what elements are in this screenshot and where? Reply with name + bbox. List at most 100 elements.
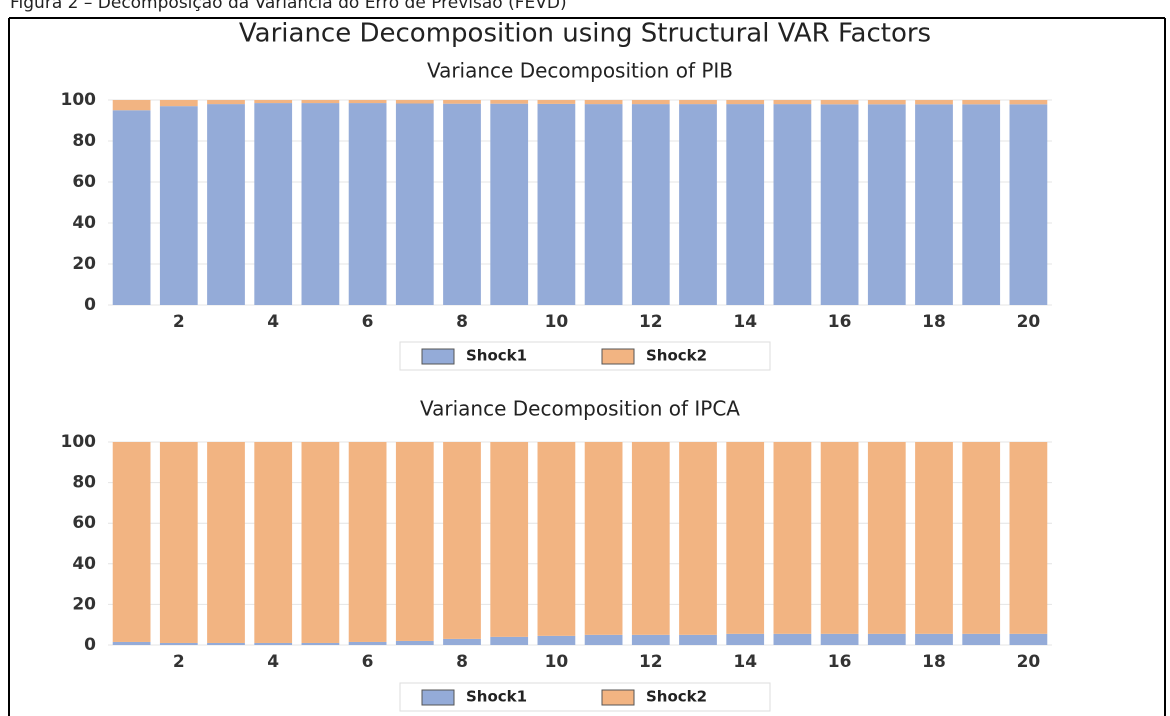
bar-segment <box>584 100 623 105</box>
x-tick-label: 8 <box>456 312 468 332</box>
bar-segment <box>867 633 906 645</box>
x-tick-label: 18 <box>922 312 946 332</box>
bar-segment <box>726 100 765 105</box>
bar-segment <box>537 103 576 306</box>
bar-segment <box>443 638 481 645</box>
y-tick-label: 80 <box>72 473 96 493</box>
bar-segment <box>112 110 151 305</box>
main-title: Variance Decomposition using Structural … <box>239 19 931 49</box>
bar-segment <box>301 442 340 643</box>
bar-segment <box>679 442 717 635</box>
bar-segment <box>254 103 293 305</box>
bar-segment <box>207 100 245 105</box>
bar-segment <box>348 442 387 642</box>
x-tick-label: 2 <box>173 652 185 672</box>
bar-segment <box>1009 633 1048 645</box>
x-tick-label: 20 <box>1017 312 1041 332</box>
y-tick-label: 0 <box>84 295 96 315</box>
bar-segment <box>631 100 670 105</box>
y-tick-label: 60 <box>72 172 96 192</box>
bar-segment <box>584 442 623 635</box>
x-tick-label: 14 <box>733 312 757 332</box>
bar-segment <box>301 103 340 305</box>
bar-segment <box>112 641 151 645</box>
bar-segment <box>915 100 953 105</box>
legend-swatch <box>601 689 635 706</box>
legend-box <box>399 341 771 371</box>
bar-segment <box>915 104 953 306</box>
bar-segment <box>679 104 717 305</box>
x-tick-label: 20 <box>1017 652 1041 672</box>
y-tick-label: 0 <box>84 635 96 655</box>
bar-segment <box>537 635 576 645</box>
chart-title: Variance Decomposition of PIB <box>427 59 733 83</box>
bar-segment <box>490 103 529 305</box>
x-tick-label: 16 <box>828 652 852 672</box>
bar-segment <box>820 100 859 105</box>
bar-segment <box>820 104 859 306</box>
y-tick-label: 100 <box>61 90 97 110</box>
bar-segment <box>631 442 670 635</box>
x-tick-label: 4 <box>267 652 279 672</box>
bar-segment <box>490 100 529 104</box>
legend-swatch <box>421 348 455 365</box>
legend-label: Shock2 <box>646 688 707 706</box>
legend-swatch <box>601 348 635 365</box>
bar-segment <box>820 442 859 634</box>
bar-segment <box>348 103 387 305</box>
y-tick-label: 100 <box>61 432 97 452</box>
legend-label: Shock1 <box>466 688 527 706</box>
x-tick-label: 8 <box>456 652 468 672</box>
bar-segment <box>395 640 434 645</box>
bar-segment <box>773 633 812 645</box>
x-tick-label: 16 <box>828 312 852 332</box>
x-tick-label: 12 <box>639 312 663 332</box>
bar-segment <box>867 442 906 634</box>
x-tick-label: 2 <box>173 312 185 332</box>
bar-segment <box>490 636 529 645</box>
bar-segment <box>254 642 293 645</box>
legend-label: Shock1 <box>466 347 527 365</box>
bar-segment <box>679 100 717 105</box>
bar-segment <box>773 442 812 634</box>
bar-segment <box>962 100 1001 105</box>
bar-segment <box>584 104 623 305</box>
bar-segment <box>112 100 151 111</box>
x-tick-label: 14 <box>733 652 757 672</box>
bar-segment <box>159 106 198 306</box>
bar-segment <box>962 442 1001 634</box>
bar-segment <box>112 442 151 642</box>
bar-segment <box>490 442 529 637</box>
bar-segment <box>867 104 906 306</box>
y-tick-label: 20 <box>72 594 96 614</box>
bar-segment <box>207 104 245 305</box>
bar-segment <box>443 100 481 104</box>
bar-segment <box>395 100 434 104</box>
bar-segment <box>348 641 387 645</box>
bar-segment <box>301 642 340 645</box>
bar-segment <box>962 633 1001 645</box>
bar-segment <box>726 104 765 305</box>
bar-segment <box>254 442 293 643</box>
x-tick-label: 10 <box>545 652 569 672</box>
x-tick-label: 4 <box>267 312 279 332</box>
bar-segment <box>773 100 812 105</box>
bar-segment <box>395 103 434 305</box>
x-tick-label: 6 <box>362 312 374 332</box>
y-tick-label: 40 <box>72 554 96 574</box>
x-tick-label: 10 <box>545 312 569 332</box>
y-tick-label: 60 <box>72 513 96 533</box>
bar-segment <box>395 442 434 641</box>
bar-segment <box>726 442 765 634</box>
x-tick-label: 6 <box>362 652 374 672</box>
bar-segment <box>1009 104 1048 306</box>
bar-segment <box>584 634 623 645</box>
bar-segment <box>537 442 576 636</box>
bar-segment <box>962 104 1001 306</box>
y-tick-label: 40 <box>72 213 96 233</box>
y-tick-label: 80 <box>72 131 96 151</box>
caption: Figura 2 – Decomposição da Variância do … <box>10 0 567 13</box>
bar-segment <box>631 104 670 305</box>
bar-segment <box>726 633 765 645</box>
